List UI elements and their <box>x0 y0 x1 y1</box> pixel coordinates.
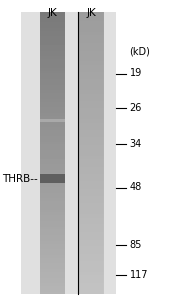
FancyBboxPatch shape <box>21 12 116 294</box>
Text: (kD): (kD) <box>130 46 150 56</box>
Text: THRB--: THRB-- <box>2 173 37 184</box>
Text: 26: 26 <box>130 103 142 113</box>
FancyBboxPatch shape <box>40 118 65 122</box>
Text: 85: 85 <box>130 239 142 250</box>
Text: JK: JK <box>86 8 96 19</box>
FancyBboxPatch shape <box>40 12 65 294</box>
Text: 19: 19 <box>130 68 142 79</box>
Text: 48: 48 <box>130 182 142 193</box>
Text: JK: JK <box>48 8 57 19</box>
Text: 117: 117 <box>130 269 148 280</box>
Text: 34: 34 <box>130 139 142 149</box>
FancyBboxPatch shape <box>40 174 65 183</box>
FancyBboxPatch shape <box>79 12 103 294</box>
